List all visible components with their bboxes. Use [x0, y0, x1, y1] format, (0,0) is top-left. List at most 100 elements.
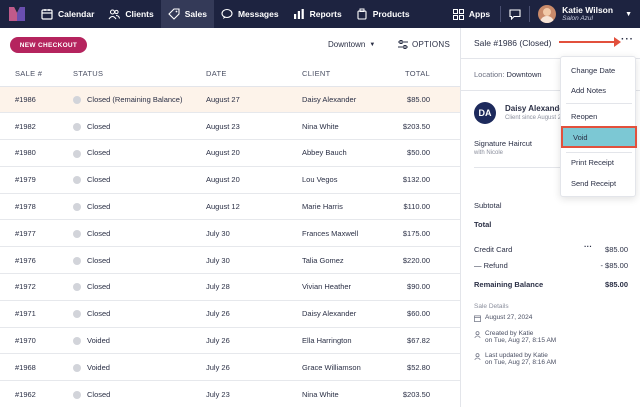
- new-checkout-button[interactable]: NEW CHECKOUT: [10, 37, 87, 53]
- cell-total: $175.00: [392, 219, 460, 248]
- detail-date-text: August 27, 2024: [485, 314, 533, 321]
- user-name: Katie Wilson: [562, 4, 614, 15]
- cell-total: $90.00: [392, 273, 460, 301]
- options-label: OPTIONS: [412, 40, 451, 49]
- status-dot-icon: [73, 229, 81, 238]
- menu-item-void[interactable]: Void: [561, 126, 637, 148]
- cell-status-text: Voided: [87, 336, 110, 346]
- menu-item-print-receipt[interactable]: Print Receipt: [571, 157, 614, 167]
- table-row[interactable]: #1971 Closed July 26 Daisy Alexander $60.00: [0, 300, 460, 328]
- cell-status-text: Closed: [87, 282, 111, 292]
- menu-item-reopen[interactable]: Reopen: [571, 111, 598, 121]
- panel-location-label: Location:: [474, 70, 505, 79]
- person-icon: [474, 331, 481, 338]
- menu-item-add-notes[interactable]: Add Notes: [571, 85, 607, 95]
- panel-location: Location: Downtown: [474, 70, 542, 79]
- nav-reports-label: Reports: [309, 9, 342, 19]
- customer-avatar[interactable]: DA: [474, 102, 496, 124]
- payment-more-icon[interactable]: ···: [584, 242, 592, 251]
- cell-total: $203.50: [392, 112, 460, 141]
- service-staff: with Nicole: [474, 150, 504, 156]
- menu-divider: [566, 103, 632, 104]
- cell-total: $220.00: [392, 246, 460, 275]
- nav-clients[interactable]: Clients: [101, 0, 160, 28]
- table-row[interactable]: #1972 Closed July 28 Vivian Heather $90.00: [0, 273, 460, 301]
- more-options-icon[interactable]: ···: [621, 34, 634, 45]
- logo-icon: [9, 7, 25, 21]
- table-row[interactable]: #1982 Closed August 23 Nina White $203.50: [0, 112, 460, 141]
- cell-sale-number: #1962: [0, 380, 73, 407]
- apps-button[interactable]: Apps: [443, 8, 500, 20]
- person-icon: [474, 353, 481, 360]
- cell-date: August 23: [206, 112, 302, 141]
- table-row[interactable]: #1968 Voided July 26 Grace Williamson $52.80: [0, 353, 460, 382]
- table-row[interactable]: #1977 Closed July 30 Frances Maxwell $175.00: [0, 219, 460, 248]
- remaining-balance-label: Remaining Balance: [474, 280, 544, 289]
- detail-date: August 27, 2024: [474, 314, 532, 322]
- cell-date: July 26: [206, 327, 302, 355]
- cell-status-text: Closed: [87, 202, 111, 212]
- cell-date: July 30: [206, 246, 302, 275]
- cell-status: Voided: [73, 327, 206, 355]
- products-icon: [357, 8, 367, 20]
- cell-sale-number: #1980: [0, 139, 73, 167]
- user-avatar: [538, 5, 557, 23]
- cell-total: $203.50: [392, 380, 460, 407]
- refund-label: — Refund: [474, 261, 508, 270]
- table-row[interactable]: #1979 Closed August 20 Lou Vegos $132.00: [0, 166, 460, 194]
- table-row[interactable]: #1978 Closed August 12 Marie Harris $110.00: [0, 193, 460, 221]
- grid-icon: [452, 8, 464, 20]
- total-label: Total: [474, 220, 492, 229]
- nav-sales[interactable]: Sales: [160, 0, 214, 28]
- menu-item-send-receipt[interactable]: Send Receipt: [571, 178, 617, 188]
- cell-total: $52.80: [392, 353, 460, 382]
- nav-messages[interactable]: Messages: [214, 0, 286, 28]
- col-header-total[interactable]: TOTAL: [392, 62, 460, 87]
- col-header-status[interactable]: STATUS: [73, 62, 206, 87]
- table-header-row: SALE # STATUS DATE CLIENT TOTAL: [0, 62, 460, 87]
- sales-table-body: #1986 Closed (Remaining Balance) August 27…: [0, 86, 460, 407]
- col-header-date[interactable]: DATE: [206, 62, 302, 87]
- cell-client: Ella Harrington: [302, 327, 392, 355]
- table-row[interactable]: #1970 Voided July 26 Ella Harrington $67.82: [0, 327, 460, 355]
- nav-sales-label: Sales: [184, 9, 207, 19]
- list-toolbar: NEW CHECKOUT Downtown ▼ OPTIONS: [0, 28, 460, 62]
- cell-client: Nina White: [302, 380, 392, 407]
- tag-icon: [167, 8, 180, 20]
- table-row[interactable]: #1976 Closed July 30 Talia Gomez $220.00: [0, 246, 460, 275]
- table-row[interactable]: #1980 Closed August 20 Abbey Bauch $50.00: [0, 139, 460, 167]
- customer-name[interactable]: Daisy Alexander: [505, 104, 567, 113]
- menu-item-change-date[interactable]: Change Date: [571, 65, 616, 75]
- app-logo[interactable]: [0, 0, 34, 28]
- table-row[interactable]: #1962 Closed July 23 Nina White $203.50: [0, 380, 460, 407]
- chevron-down-icon: ▼: [369, 41, 376, 48]
- cell-total: $132.00: [392, 166, 460, 194]
- nav-products[interactable]: Products: [349, 0, 417, 28]
- cell-sale-number: #1977: [0, 219, 73, 248]
- table-row[interactable]: #1986 Closed (Remaining Balance) August 27…: [0, 86, 460, 114]
- options-button[interactable]: OPTIONS: [398, 40, 450, 49]
- nav-calendar[interactable]: Calendar: [34, 0, 101, 28]
- updated-by-text: Last updated by Katie: [485, 352, 548, 359]
- cell-client: Frances Maxwell: [302, 219, 392, 248]
- location-select[interactable]: Downtown ▼: [328, 40, 375, 49]
- cell-status: Closed: [73, 380, 206, 407]
- detail-updated: Last updated by Katie on Tue, Aug 27, 8:…: [474, 352, 556, 366]
- cell-sale-number: #1978: [0, 193, 73, 221]
- status-dot-icon: [73, 310, 81, 319]
- refund-value: - $85.00: [600, 261, 628, 270]
- nav-reports[interactable]: Reports: [286, 0, 349, 28]
- cell-sale-number: #1982: [0, 112, 73, 141]
- cell-sale-number: #1979: [0, 166, 73, 194]
- cell-total: $50.00: [392, 139, 460, 167]
- user-menu[interactable]: Katie Wilson Salon Azul ▼: [530, 5, 640, 23]
- cell-date: August 20: [206, 166, 302, 194]
- cell-date: August 12: [206, 193, 302, 221]
- created-on-text: on Tue, Aug 27, 8:15 AM: [485, 337, 557, 344]
- col-header-client[interactable]: CLIENT: [302, 62, 392, 87]
- cell-client: Lou Vegos: [302, 166, 392, 194]
- cell-sale-number: #1976: [0, 246, 73, 275]
- chat-button[interactable]: [501, 8, 529, 20]
- cell-status-text: Closed: [87, 148, 111, 158]
- col-header-sale[interactable]: SALE #: [0, 62, 73, 87]
